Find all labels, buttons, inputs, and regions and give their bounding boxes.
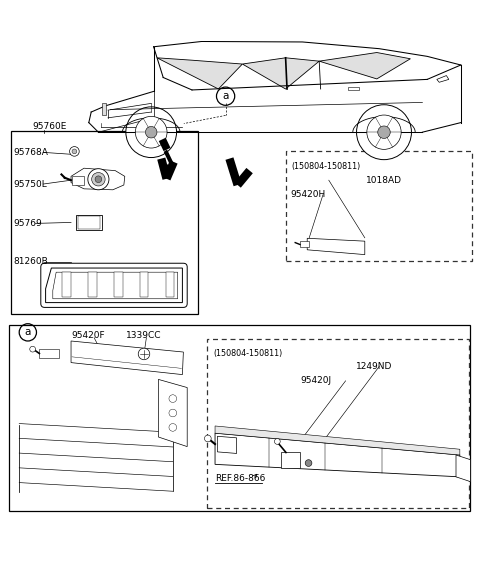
Polygon shape: [157, 58, 242, 89]
Circle shape: [135, 116, 167, 148]
Bar: [9, 325, 470, 511]
Polygon shape: [46, 268, 182, 302]
Text: 1018AD: 1018AD: [366, 176, 402, 185]
Bar: [281, 452, 300, 468]
Text: 95768A: 95768A: [13, 148, 48, 157]
Polygon shape: [71, 168, 125, 190]
Text: 95420H: 95420H: [290, 190, 325, 199]
Circle shape: [72, 149, 77, 154]
Bar: [207, 338, 469, 507]
Circle shape: [169, 424, 177, 431]
Polygon shape: [215, 426, 460, 455]
Polygon shape: [78, 216, 100, 229]
Bar: [39, 349, 59, 358]
Circle shape: [169, 395, 177, 402]
Polygon shape: [307, 238, 365, 255]
Bar: [166, 272, 174, 297]
Circle shape: [70, 147, 79, 156]
Text: a: a: [222, 91, 229, 101]
Bar: [286, 151, 472, 261]
Circle shape: [169, 409, 177, 417]
Polygon shape: [456, 455, 470, 482]
Polygon shape: [437, 75, 449, 82]
Polygon shape: [164, 149, 174, 166]
Circle shape: [88, 169, 109, 190]
Bar: [72, 176, 84, 185]
Bar: [62, 272, 71, 297]
Polygon shape: [75, 215, 102, 230]
Circle shape: [378, 126, 390, 138]
Polygon shape: [217, 436, 237, 454]
Circle shape: [95, 176, 102, 183]
Bar: [114, 272, 123, 297]
Polygon shape: [215, 433, 460, 477]
Circle shape: [367, 115, 401, 149]
Circle shape: [92, 173, 105, 186]
Text: 95420J: 95420J: [300, 377, 331, 386]
Circle shape: [126, 107, 177, 157]
Bar: [300, 241, 309, 247]
Bar: [348, 87, 359, 90]
Text: (150804-150811): (150804-150811): [213, 349, 282, 358]
Circle shape: [145, 126, 157, 138]
Circle shape: [138, 348, 150, 360]
Circle shape: [204, 435, 211, 442]
Text: (150804-150811): (150804-150811): [291, 162, 360, 171]
Circle shape: [357, 105, 411, 160]
Bar: [102, 103, 106, 115]
Text: 95420F: 95420F: [71, 331, 105, 340]
Circle shape: [275, 438, 280, 445]
Bar: [11, 132, 198, 314]
Polygon shape: [71, 341, 183, 375]
Circle shape: [30, 346, 36, 352]
Text: REF.86-866: REF.86-866: [215, 474, 265, 483]
Bar: [140, 272, 148, 297]
Text: 81260B: 81260B: [13, 257, 48, 266]
Text: a: a: [24, 327, 31, 337]
Polygon shape: [242, 58, 319, 89]
Text: 95769: 95769: [13, 219, 42, 228]
Text: 1339CC: 1339CC: [126, 331, 161, 340]
Polygon shape: [158, 379, 187, 447]
Polygon shape: [319, 52, 410, 79]
Text: 95750L: 95750L: [13, 179, 47, 188]
Circle shape: [305, 460, 312, 466]
Polygon shape: [53, 272, 178, 299]
Bar: [88, 272, 97, 297]
Text: 1249ND: 1249ND: [356, 362, 393, 371]
Text: 95760E: 95760E: [33, 122, 67, 131]
